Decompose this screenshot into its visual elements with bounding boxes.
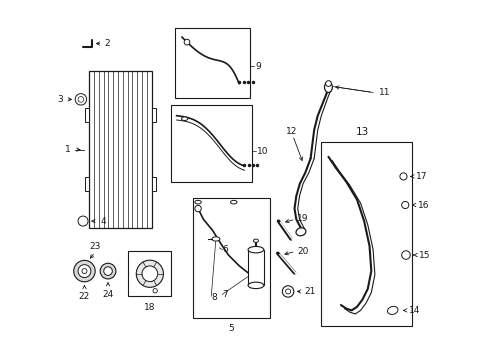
Bar (247, 249, 263, 285)
Circle shape (103, 267, 112, 275)
Bar (84, 108, 89, 122)
Ellipse shape (253, 239, 258, 242)
Text: 24: 24 (102, 290, 113, 299)
Text: 19: 19 (297, 215, 308, 224)
Circle shape (142, 266, 157, 282)
Text: 1: 1 (64, 145, 70, 154)
Text: 23: 23 (89, 242, 101, 251)
Circle shape (100, 263, 116, 279)
Circle shape (78, 265, 91, 278)
Bar (192, 198, 269, 318)
Ellipse shape (247, 282, 263, 289)
Ellipse shape (230, 201, 237, 204)
Bar (89, 71, 151, 228)
Text: 8: 8 (211, 293, 217, 302)
Circle shape (285, 289, 290, 294)
Circle shape (401, 251, 409, 259)
Text: 11: 11 (378, 88, 389, 97)
Text: 4: 4 (100, 217, 105, 226)
Circle shape (82, 269, 87, 274)
Text: 5: 5 (228, 324, 233, 333)
Bar (151, 177, 156, 192)
Text: 16: 16 (417, 201, 428, 210)
Text: 9: 9 (255, 62, 261, 71)
Circle shape (74, 260, 95, 282)
Bar (171, 105, 251, 182)
Text: 7: 7 (222, 290, 227, 299)
Text: 21: 21 (304, 287, 315, 296)
Circle shape (78, 96, 83, 102)
Circle shape (282, 286, 293, 297)
Bar (128, 251, 171, 296)
Circle shape (325, 81, 331, 86)
Ellipse shape (212, 237, 220, 241)
Circle shape (153, 289, 157, 293)
Text: 13: 13 (355, 127, 368, 137)
Circle shape (401, 202, 408, 208)
Ellipse shape (324, 82, 332, 93)
Text: 22: 22 (79, 292, 90, 301)
Circle shape (136, 260, 163, 287)
Text: 10: 10 (257, 147, 268, 156)
Ellipse shape (194, 201, 201, 204)
Text: 17: 17 (415, 172, 427, 181)
Circle shape (194, 205, 201, 212)
Text: 14: 14 (408, 306, 419, 315)
Ellipse shape (386, 306, 397, 314)
Circle shape (75, 94, 86, 105)
Text: 15: 15 (418, 251, 429, 260)
Text: 2: 2 (104, 39, 109, 48)
Bar (321, 143, 411, 327)
Bar (151, 108, 156, 122)
Circle shape (78, 216, 88, 226)
Text: 3: 3 (57, 95, 63, 104)
Circle shape (184, 39, 189, 45)
Text: 6: 6 (222, 245, 227, 254)
Text: 18: 18 (144, 302, 155, 311)
Text: 20: 20 (297, 247, 308, 256)
Ellipse shape (295, 228, 305, 236)
Ellipse shape (247, 247, 263, 253)
Text: 12: 12 (285, 127, 297, 136)
Bar (175, 28, 249, 98)
Bar (84, 177, 89, 192)
Ellipse shape (181, 117, 187, 121)
Circle shape (399, 173, 406, 180)
